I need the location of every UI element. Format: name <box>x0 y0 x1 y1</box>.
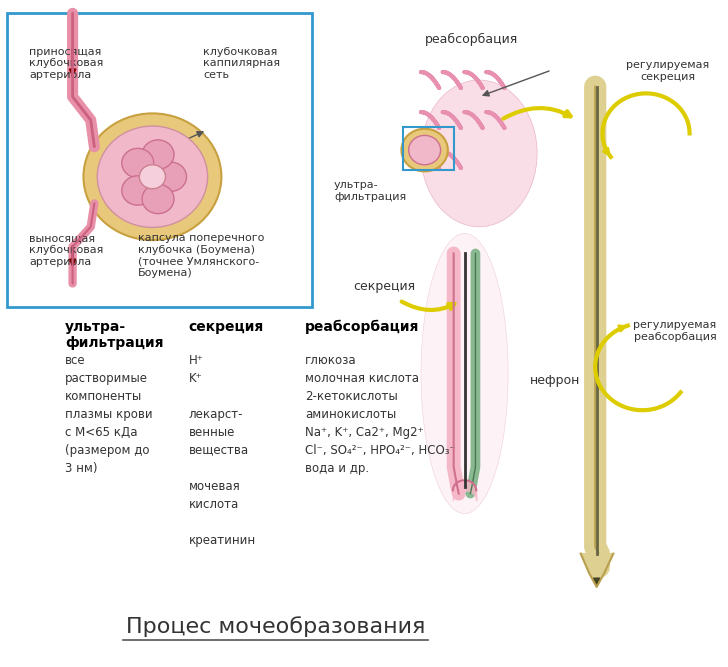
Polygon shape <box>581 554 614 587</box>
Text: все
растворимые
компоненты
плазмы крови
с М<65 кДа
(размером до
3 нм): все растворимые компоненты плазмы крови … <box>66 354 153 474</box>
Circle shape <box>139 165 165 189</box>
FancyBboxPatch shape <box>7 13 312 307</box>
Circle shape <box>408 135 440 165</box>
Text: H⁺
K⁺

лекарст-
венные
вещества

мочевая
кислота

креатинин: H⁺ K⁺ лекарст- венные вещества мочевая к… <box>189 354 256 546</box>
Circle shape <box>122 148 154 177</box>
Text: регулируемая
секреция: регулируемая секреция <box>626 60 709 81</box>
Text: клубочковая
каппилярная
сеть: клубочковая каппилярная сеть <box>203 47 280 80</box>
Circle shape <box>122 176 154 205</box>
Text: реабсорбация: реабсорбация <box>305 320 419 334</box>
Ellipse shape <box>421 233 508 514</box>
Text: капсула поперечного
клубочка (Боумена)
(точнее Умлянского-
Боумена): капсула поперечного клубочка (Боумена) (… <box>138 233 264 278</box>
Text: регулируемая
реабсорбация: регулируемая реабсорбация <box>633 320 716 342</box>
Text: нефрон: нефрон <box>530 374 580 386</box>
Text: ультра-
фильтрация: ультра- фильтрация <box>334 180 406 201</box>
Text: глюкоза
молочная кислота
2-кетокислоты
аминокислоты
Na⁺, K⁺, Ca2⁺, Mg2⁺
Cl⁻, SO₄: глюкоза молочная кислота 2-кетокислоты а… <box>305 354 456 474</box>
Circle shape <box>401 129 448 171</box>
Ellipse shape <box>421 80 537 227</box>
Text: реабсорбация: реабсорбация <box>425 33 518 47</box>
Circle shape <box>142 184 174 213</box>
Text: секреция: секреция <box>354 280 416 293</box>
Circle shape <box>98 126 207 227</box>
Circle shape <box>84 113 221 240</box>
Circle shape <box>142 140 174 169</box>
Text: секреция: секреция <box>189 320 264 334</box>
Text: Процес мочеобразования: Процес мочеобразования <box>126 616 426 637</box>
Text: ультра-
фильтрация: ультра- фильтрация <box>66 320 164 350</box>
Text: приносящая
клубочковая
артериола: приносящая клубочковая артериола <box>29 47 103 80</box>
Text: выносящая
клубочковая
артериола: выносящая клубочковая артериола <box>29 233 103 267</box>
Circle shape <box>154 162 186 191</box>
